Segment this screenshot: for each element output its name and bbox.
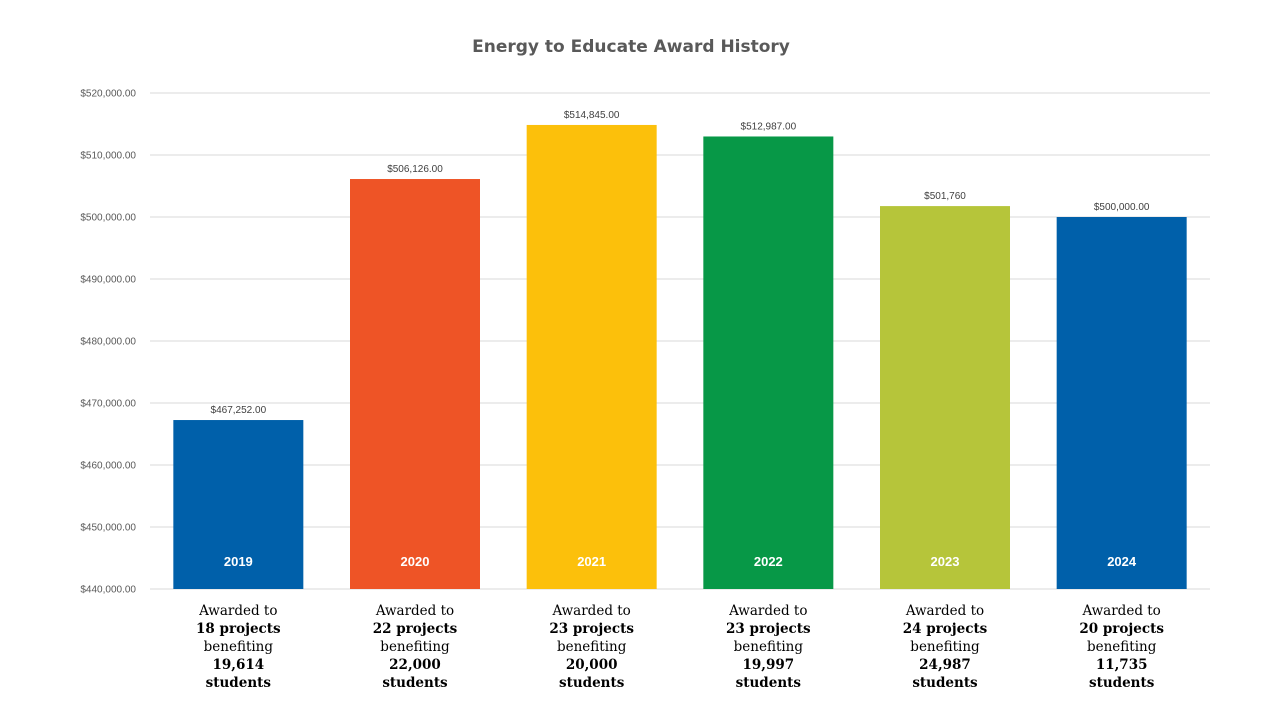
annotation-line: 23 projects (549, 621, 634, 637)
annotation-line: students (382, 675, 448, 691)
data-label: $512,987.00 (741, 121, 797, 132)
annotation-line: 20,000 (565, 657, 618, 673)
annotation-line: 22 projects (372, 621, 458, 637)
annotation-line: 19,614 (212, 657, 265, 673)
annotation-line: 24,987 (919, 657, 971, 673)
bar-2023 (880, 206, 1010, 589)
annotation-line: students (1088, 675, 1155, 691)
bars: $467,252.00 2019 $506,126.00 2020 $514,845.0… (173, 110, 1187, 590)
y-tick-label: $520,000.00 (80, 89, 136, 100)
bar-2022 (703, 136, 834, 590)
y-tick-label: $510,000.00 (80, 151, 136, 162)
annotation-line: benefiting (380, 639, 450, 655)
bar-annotation: Awarded to 23 projects benefiting 19,997 stu… (693, 602, 843, 692)
annotation-line: 11,735 (1095, 657, 1148, 673)
data-label: $514,845.00 (564, 110, 620, 121)
annotation-line: Awarded to (552, 603, 631, 619)
annotation-line: 18 projects (196, 621, 281, 637)
category-label: 2019 (224, 554, 253, 569)
y-tick-label: $460,000.00 (80, 461, 136, 472)
category-label: 2022 (754, 554, 783, 569)
annotation-line: 20 projects (1079, 621, 1164, 637)
y-tick-label: $450,000.00 (80, 523, 136, 534)
annotation-line: Awarded to (1082, 603, 1161, 619)
data-label: $500,000.00 (1094, 202, 1150, 213)
bar-annotation: Awarded to 23 projects benefiting 20,000 stu… (517, 602, 667, 692)
annotation-line: Awarded to (375, 603, 455, 619)
annotation-line: benefiting (910, 639, 980, 655)
annotation-line: Awarded to (905, 603, 985, 619)
category-label: 2023 (931, 554, 960, 569)
y-tick-label: $480,000.00 (80, 337, 136, 348)
bar-2019 (173, 420, 304, 589)
bar-annotation: Awarded to 20 projects benefiting 11,735 stu… (1047, 602, 1197, 692)
annotation-line: 19,997 (742, 657, 795, 673)
annotation-line: Awarded to (729, 603, 808, 619)
data-label: $501,760 (924, 191, 966, 202)
y-tick-label: $470,000.00 (80, 399, 136, 410)
bar-annotation: Awarded to 18 projects benefiting 19,614 stu… (163, 602, 313, 692)
annotation-line: benefiting (203, 639, 274, 655)
bar-2020 (350, 179, 480, 589)
data-label: $506,126.00 (387, 164, 443, 175)
y-tick-label: $500,000.00 (80, 213, 136, 224)
y-tick-label: $440,000.00 (80, 585, 136, 596)
annotation-line: students (205, 675, 271, 691)
category-label: 2024 (1107, 554, 1137, 569)
bar-2021 (526, 124, 657, 589)
annotation-line: 23 projects (726, 621, 811, 637)
gridlines (150, 92, 1210, 590)
annotation-line: benefiting (733, 639, 804, 655)
bar-2024 (1056, 217, 1187, 589)
annotation-line: students (912, 675, 978, 691)
y-axis-ticks: $440,000.00 $450,000.00 $460,000.00 $470,00… (80, 89, 136, 596)
bar-annotation: Awarded to 22 projects benefiting 22,000 stu… (340, 602, 490, 692)
category-label: 2020 (401, 554, 430, 569)
chart-title: Energy to Educate Award History (472, 37, 790, 57)
annotation-line: benefiting (1086, 639, 1157, 655)
bar-annotation: Awarded to 24 projects benefiting 24,987 stu… (870, 602, 1020, 692)
annotation-line: students (558, 675, 625, 691)
annotation-line: 22,000 (389, 657, 441, 673)
data-label: $467,252.00 (211, 405, 267, 416)
annotation-line: students (735, 675, 801, 691)
category-label: 2021 (577, 554, 606, 569)
annotation-line: Awarded to (199, 603, 278, 619)
annotation-line: benefiting (556, 639, 627, 655)
annotation-line: 24 projects (902, 621, 988, 637)
y-tick-label: $490,000.00 (80, 275, 136, 286)
